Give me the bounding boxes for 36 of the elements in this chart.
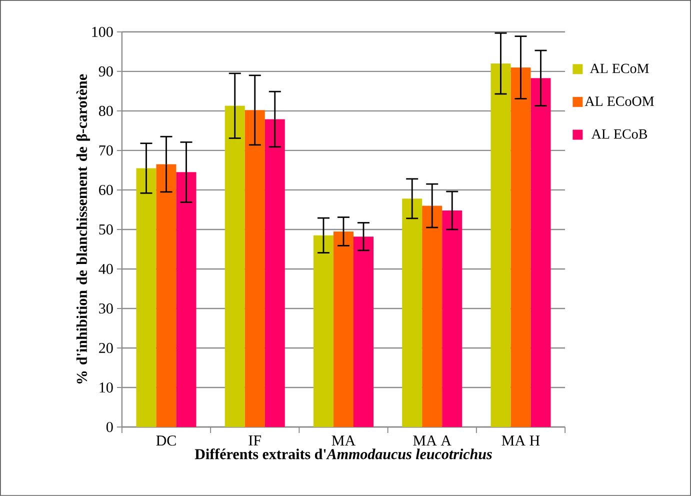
bar (313, 235, 334, 428)
legend-label: AL ECoOM (584, 96, 654, 106)
y-tick-label: 20 (99, 342, 113, 354)
y-tick-label: 70 (99, 145, 113, 156)
bar (264, 119, 285, 428)
legend-label: AL ECoB (591, 129, 648, 139)
x-tick-label: MA A (413, 436, 452, 446)
y-tick-label: 30 (99, 303, 113, 314)
y-tick-label: 10 (100, 382, 113, 393)
bar (442, 210, 462, 428)
y-tick-label: 50 (99, 224, 113, 235)
y-tick-label: 60 (99, 184, 113, 196)
bar (530, 78, 551, 428)
y-tick-label: 80 (98, 106, 113, 116)
y-tick-label: 40 (98, 264, 113, 274)
x-tick-label: MA H (502, 436, 540, 446)
y-axis-title: % d'inhibition de blanchissement de β-carotène (76, 74, 90, 384)
bar (422, 206, 442, 428)
legend-label: AL ECoM (590, 64, 649, 74)
bar (244, 110, 265, 428)
bar (402, 198, 422, 428)
bar (176, 172, 196, 428)
x-tick-label: DC (156, 436, 176, 446)
x-tick-label: IF (248, 436, 261, 446)
y-tick-label: 100 (92, 26, 113, 37)
bar (224, 106, 245, 428)
bar (136, 168, 156, 428)
y-tick-label: 0 (106, 422, 113, 432)
x-axis-title: Différents extraits d'Ammodaucus leucotrichus (194, 448, 492, 460)
bar (510, 67, 531, 428)
x-tick-label: MA (332, 436, 356, 446)
bar (333, 231, 354, 428)
bar (156, 164, 176, 428)
bar (354, 236, 374, 428)
bar (490, 64, 511, 428)
y-tick-label: 90 (98, 66, 113, 77)
